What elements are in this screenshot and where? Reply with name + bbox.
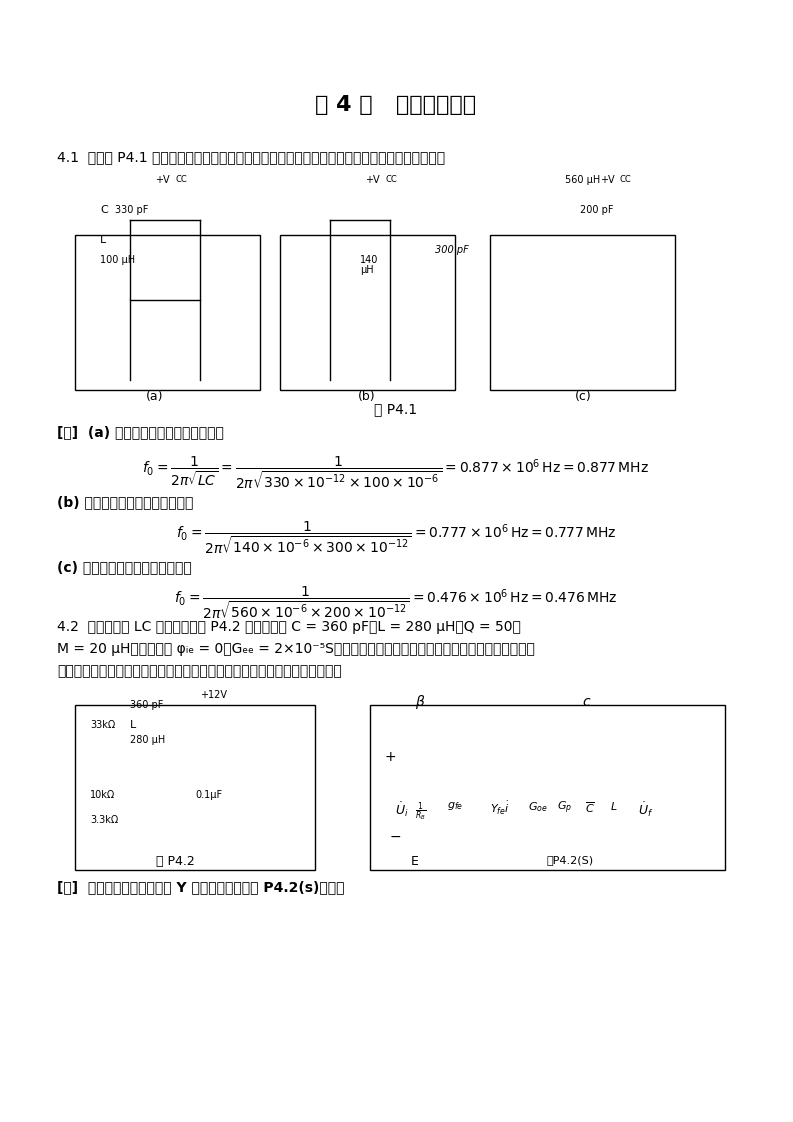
Text: $f_0 = \dfrac{1}{2\pi\sqrt{LC}} = \dfrac{1}{2\pi\sqrt{330\times10^{-12}\times100: $f_0 = \dfrac{1}{2\pi\sqrt{LC}} = \dfrac… (143, 456, 649, 491)
Text: $f_0 = \dfrac{1}{2\pi\sqrt{560\times10^{-6}\times200\times10^{-12}}} = 0.476\tim: $f_0 = \dfrac{1}{2\pi\sqrt{560\times10^{… (174, 585, 618, 622)
Bar (280, 234, 455, 390)
Text: $G_p$: $G_p$ (557, 800, 573, 817)
Text: (a): (a) (146, 390, 163, 403)
Text: $L$: $L$ (610, 800, 618, 812)
Text: CC: CC (175, 175, 186, 184)
Text: $G_{oe}$: $G_{oe}$ (528, 800, 548, 813)
Text: C: C (100, 205, 108, 215)
Text: 4.1  分析图 P4.1 所示电路，标明次级数圈的同名端，使之满足相位平衡条件，并求出振荡频率。: 4.1 分析图 P4.1 所示电路，标明次级数圈的同名端，使之满足相位平衡条件，… (57, 150, 445, 164)
Text: 33kΩ: 33kΩ (90, 720, 115, 730)
Text: $\overline{C}$: $\overline{C}$ (585, 800, 595, 815)
Text: $Y_{fe}\dot{i}$: $Y_{fe}\dot{i}$ (490, 800, 510, 817)
Text: +: + (385, 749, 396, 764)
Text: $\frac{1}{R_B}$: $\frac{1}{R_B}$ (415, 800, 427, 822)
Text: [解]  作出振荡器起振时开环 Y 参数等效电路如图 P4.2(s)所示。: [解] 作出振荡器起振时开环 Y 参数等效电路如图 P4.2(s)所示。 (57, 880, 344, 894)
Text: 140: 140 (360, 255, 378, 265)
Text: $\dot{U}_f$: $\dot{U}_f$ (638, 800, 653, 819)
Text: c: c (582, 695, 590, 709)
Bar (490, 234, 675, 390)
Text: 560 μH: 560 μH (565, 175, 600, 185)
Text: +V: +V (365, 175, 380, 185)
Text: 100 μH: 100 μH (100, 255, 135, 265)
Text: 4.2  变压器耦合 LC 振荡电路如图 P4.2 所示，已知 C = 360 pF，L = 280 μH、Q = 50、: 4.2 变压器耦合 LC 振荡电路如图 P4.2 所示，已知 C = 360 p… (57, 620, 521, 634)
Text: 280 μH: 280 μH (130, 735, 165, 745)
Text: μH: μH (360, 265, 374, 275)
Text: 200 pF: 200 pF (580, 205, 614, 215)
Text: +V: +V (155, 175, 170, 185)
Text: +12V: +12V (200, 690, 227, 700)
Text: 10kΩ: 10kΩ (90, 790, 115, 800)
Text: 360 pF: 360 pF (130, 700, 163, 710)
Bar (75, 234, 260, 390)
Text: 0.1μF: 0.1μF (195, 790, 222, 800)
Text: −: − (390, 830, 401, 844)
Text: (c) 同名端标于二次侧线圈的下端: (c) 同名端标于二次侧线圈的下端 (57, 560, 192, 574)
Text: 3.3kΩ: 3.3kΩ (90, 815, 118, 825)
Text: L: L (130, 720, 136, 730)
Text: $f_0 = \dfrac{1}{2\pi\sqrt{140\times10^{-6}\times300\times10^{-12}}} = 0.777\tim: $f_0 = \dfrac{1}{2\pi\sqrt{140\times10^{… (176, 519, 616, 557)
Text: (b) 同名端标于二次侧线的圈下端: (b) 同名端标于二次侧线的圈下端 (57, 495, 193, 509)
Text: CC: CC (620, 175, 632, 184)
Text: β: β (415, 695, 424, 709)
Text: (c): (c) (575, 390, 592, 403)
Text: CC: CC (385, 175, 396, 184)
Text: (b): (b) (358, 390, 376, 403)
Bar (370, 705, 725, 870)
Text: 330 pF: 330 pF (115, 205, 148, 215)
Bar (75, 705, 315, 870)
Text: M = 20 μH，晶体管的 φᵢₑ = 0、Gₑₑ = 2×10⁻⁵S，略去放大电路输入导纳的影响，试画出振荡器起振时: M = 20 μH，晶体管的 φᵢₑ = 0、Gₑₑ = 2×10⁻⁵S，略去放… (57, 642, 534, 656)
Text: 第 4 章   正弦波振荡器: 第 4 章 正弦波振荡器 (316, 95, 477, 114)
Text: $g_{fe}$: $g_{fe}$ (447, 800, 463, 812)
Text: +V: +V (600, 175, 615, 185)
Text: L: L (100, 234, 106, 245)
Text: [解]  (a) 同名端标于二次侧线圈的下端: [解] (a) 同名端标于二次侧线圈的下端 (57, 425, 224, 439)
Text: 开环小信号等效电路，计算振荡频率，并验证振荡器是否满足振幅起振条件。: 开环小信号等效电路，计算振荡频率，并验证振荡器是否满足振幅起振条件。 (57, 664, 342, 678)
Text: 图 P4.1: 图 P4.1 (374, 402, 418, 416)
Text: 图 P4.2: 图 P4.2 (155, 855, 194, 868)
Text: 图P4.2(S): 图P4.2(S) (546, 855, 594, 865)
Text: 300 pF: 300 pF (435, 245, 469, 255)
Text: $\dot{U}_i$: $\dot{U}_i$ (395, 800, 408, 819)
Text: E: E (411, 855, 419, 868)
